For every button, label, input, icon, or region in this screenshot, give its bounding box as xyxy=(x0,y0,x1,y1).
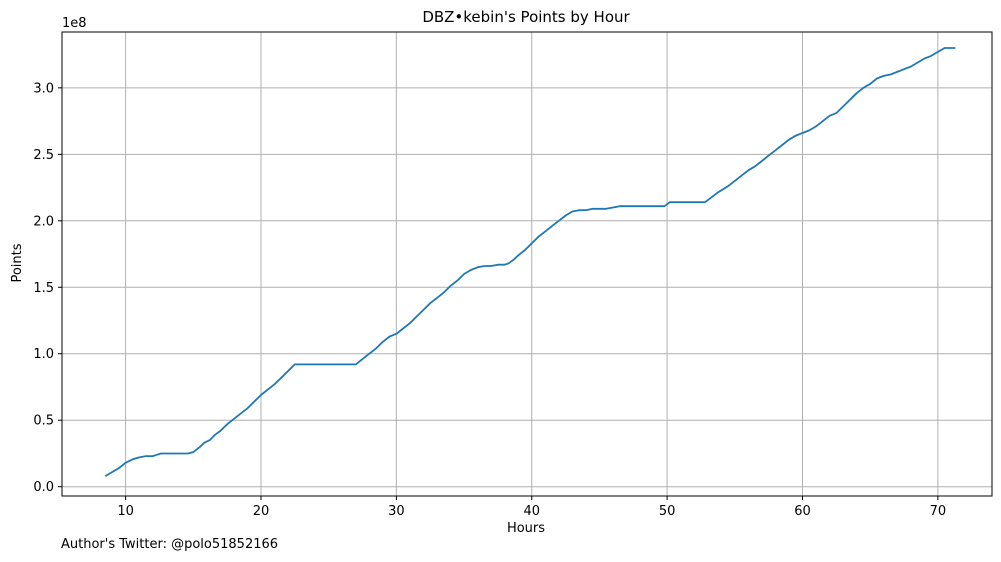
x-tick-label: 70 xyxy=(930,504,947,519)
x-tick-label: 60 xyxy=(794,504,811,519)
author-twitter-note: Author's Twitter: @polo51852166 xyxy=(61,537,279,552)
x-tick-label: 20 xyxy=(253,504,270,519)
y-axis-title: Points xyxy=(10,243,25,282)
y-offset-label: 1e8 xyxy=(62,16,87,31)
chart-title: DBZ•kebin's Points by Hour xyxy=(422,8,630,26)
plot-frame xyxy=(61,31,993,497)
x-axis-title: Hours xyxy=(507,521,545,536)
y-tick-label: 3.0 xyxy=(33,81,54,96)
y-axis-ticks: 0.0 0.5 1.0 1.5 2.0 2.5 3.0 xyxy=(33,81,62,495)
y-tick-label: 0.0 xyxy=(33,480,54,495)
y-tick-label: 1.5 xyxy=(33,281,54,296)
series-layer xyxy=(104,47,956,477)
x-gridlines xyxy=(125,32,939,496)
y-tick-label: 0.5 xyxy=(33,414,54,429)
x-tick-label: 30 xyxy=(388,504,405,519)
y-tick-label: 1.0 xyxy=(33,347,54,362)
x-tick-label: 50 xyxy=(659,504,676,519)
y-gridlines xyxy=(62,87,992,488)
y-tick-label: 2.5 xyxy=(33,148,54,163)
y-tick-label: 2.0 xyxy=(33,214,54,229)
points-series-line xyxy=(104,47,956,477)
x-tick-label: 10 xyxy=(117,504,134,519)
x-tick-label: 40 xyxy=(523,504,540,519)
x-axis-ticks: 10 20 30 40 50 60 70 xyxy=(117,496,946,519)
